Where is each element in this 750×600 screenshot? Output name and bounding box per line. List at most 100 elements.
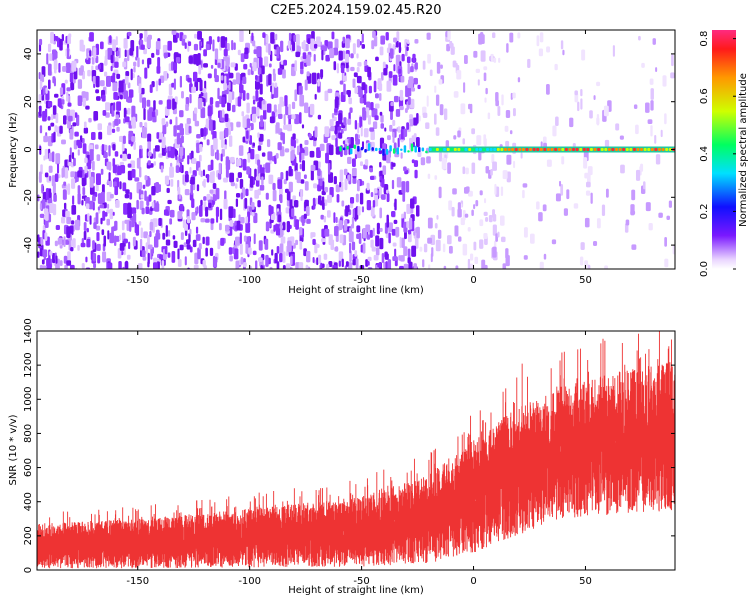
heatmap-cell xyxy=(282,251,286,263)
bottom-xtick-label: 50 xyxy=(579,576,592,587)
heatmap-cell xyxy=(203,93,206,99)
heatmap-cell xyxy=(339,80,344,85)
heatmap-cell xyxy=(167,230,171,237)
heatmap-cell xyxy=(323,253,328,260)
heatmap-cell xyxy=(509,130,513,135)
heatmap-cell xyxy=(401,213,404,219)
heatmap-cell xyxy=(144,67,148,79)
heatmap-cell xyxy=(327,194,332,203)
heatmap-cell xyxy=(197,53,201,65)
heatmap-cell xyxy=(589,110,593,119)
heatmap-cell xyxy=(229,172,235,183)
heatmap-cell xyxy=(48,79,51,90)
heatmap-cell xyxy=(283,114,286,126)
heatmap-cell xyxy=(277,68,283,75)
heatmap-cell xyxy=(200,107,206,119)
heatmap-cell xyxy=(440,64,443,69)
heatmap-cell xyxy=(270,212,276,221)
heatmap-cell xyxy=(290,255,293,266)
heatmap-cell xyxy=(226,61,229,70)
heatmap-cell xyxy=(572,142,576,148)
heatmap-cell xyxy=(542,204,547,212)
heatmap-cell xyxy=(54,93,59,98)
heatmap-cell xyxy=(127,170,133,181)
heatmap-cell xyxy=(372,200,376,208)
ridge-cell xyxy=(468,148,472,151)
heatmap-cell xyxy=(105,112,110,118)
heatmap-cell xyxy=(112,143,116,151)
heatmap-cell xyxy=(352,177,357,184)
heatmap-cell xyxy=(93,222,97,229)
heatmap-cell xyxy=(220,153,223,162)
heatmap-cell xyxy=(99,80,105,87)
heatmap-cell xyxy=(505,255,510,267)
heatmap-cell xyxy=(520,152,523,159)
heatmap-cell xyxy=(275,33,278,41)
heatmap-cell xyxy=(179,204,184,212)
heatmap-cell xyxy=(139,148,142,159)
heatmap-cell xyxy=(140,44,145,50)
heatmap-cell xyxy=(196,77,202,83)
heatmap-cell xyxy=(132,213,137,224)
heatmap-cell xyxy=(115,36,118,46)
ridge-cell xyxy=(604,148,608,151)
heatmap-cell xyxy=(280,172,284,180)
heatmap-cell xyxy=(381,178,385,188)
heatmap-cell xyxy=(283,179,287,185)
heatmap-cell xyxy=(434,175,438,180)
heatmap-cell xyxy=(270,32,275,44)
heatmap-cell xyxy=(239,217,245,224)
heatmap-cell xyxy=(92,76,96,85)
ridge-cell xyxy=(636,148,640,151)
ridge-cell xyxy=(503,148,507,151)
heatmap-cell xyxy=(104,71,108,77)
heatmap-cell xyxy=(580,98,583,110)
heatmap-cell xyxy=(242,262,247,268)
heatmap-cell xyxy=(350,66,355,72)
heatmap-cell xyxy=(251,201,255,210)
top-xtick-label: -100 xyxy=(238,275,261,286)
heatmap-cell xyxy=(312,238,316,246)
heatmap-cell xyxy=(369,229,373,238)
heatmap-cell xyxy=(265,192,269,200)
heatmap-cell xyxy=(163,209,169,216)
heatmap-cell xyxy=(198,167,201,176)
heatmap-cell xyxy=(65,185,68,191)
heatmap-cell xyxy=(66,91,69,102)
heatmap-cell xyxy=(249,62,252,68)
heatmap-cell xyxy=(38,93,42,105)
heatmap-cell xyxy=(414,62,418,70)
heatmap-cell xyxy=(310,169,314,181)
ridge-cell xyxy=(425,150,428,154)
heatmap-cell xyxy=(259,164,262,172)
ridge-cell xyxy=(471,148,475,151)
heatmap-cell xyxy=(306,54,311,66)
heatmap-cell xyxy=(148,194,152,202)
heatmap-cell xyxy=(382,165,387,175)
heatmap-cell xyxy=(321,190,326,196)
bottom-ytick-label: 600 xyxy=(23,458,34,477)
heatmap-cell xyxy=(435,94,440,106)
heatmap-cell xyxy=(396,177,402,188)
heatmap-cell xyxy=(126,254,131,260)
heatmap-cell xyxy=(389,124,393,132)
heatmap-cell xyxy=(373,80,377,93)
heatmap-cell xyxy=(266,103,272,113)
heatmap-cell xyxy=(178,194,182,200)
heatmap-cell xyxy=(179,244,184,251)
heatmap-cell xyxy=(151,201,155,209)
heatmap-cell xyxy=(276,261,280,269)
colorbar-tick-label: 0.8 xyxy=(699,31,710,47)
heatmap-cell xyxy=(47,43,52,53)
heatmap-cell xyxy=(246,102,250,114)
heatmap-cell xyxy=(255,176,261,181)
heatmap-cell xyxy=(399,105,404,111)
heatmap-cell xyxy=(446,43,450,52)
heatmap-cell xyxy=(146,36,151,49)
heatmap-cell xyxy=(242,158,247,171)
heatmap-cell xyxy=(164,175,170,185)
heatmap-cell xyxy=(638,35,641,41)
heatmap-cell xyxy=(299,151,302,163)
heatmap-cell xyxy=(140,194,144,199)
ridge-cell xyxy=(521,148,525,151)
